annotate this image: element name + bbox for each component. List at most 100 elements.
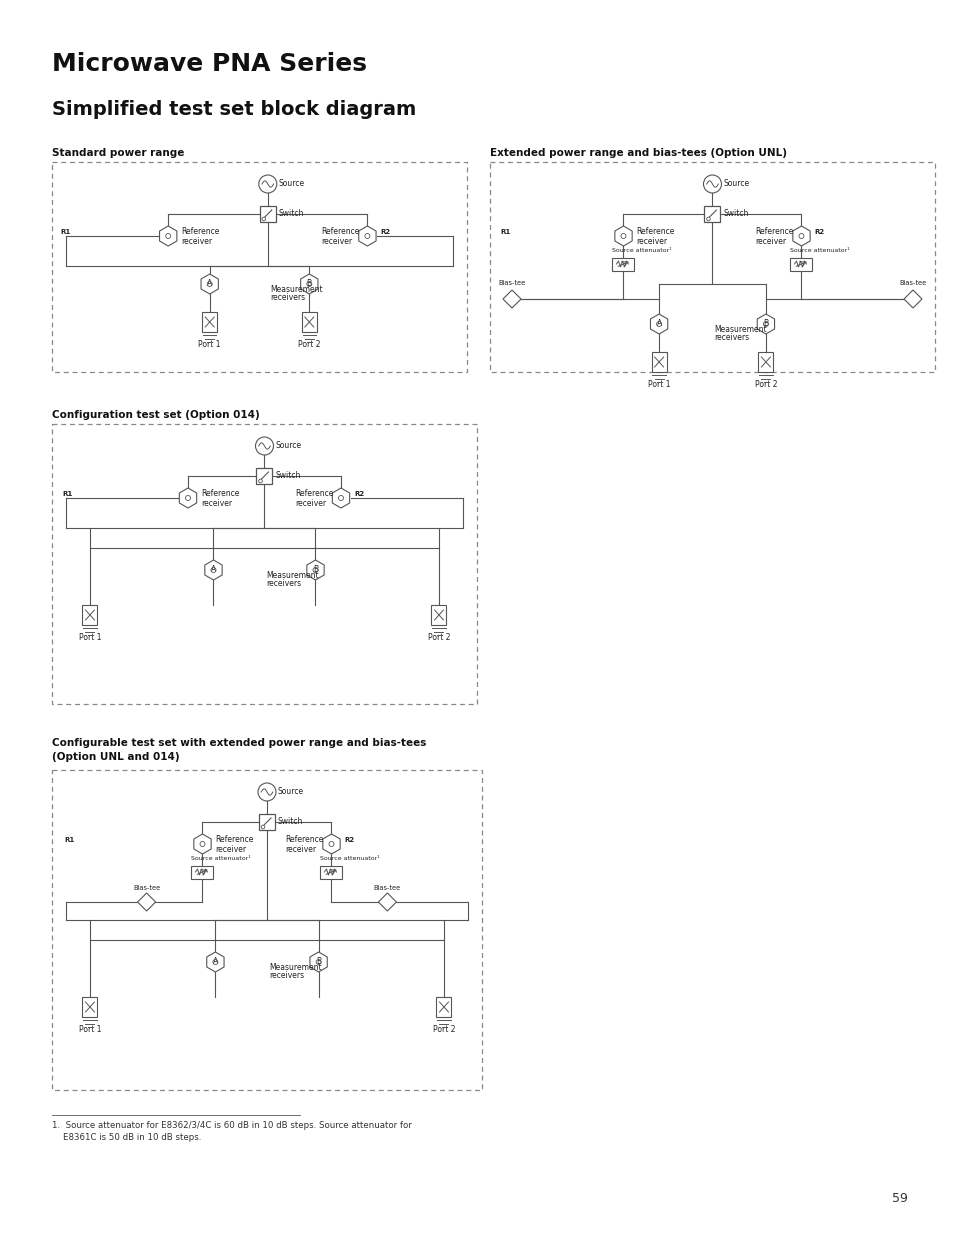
Text: Port 1: Port 1 (79, 1025, 101, 1034)
Polygon shape (300, 274, 317, 294)
Polygon shape (378, 893, 396, 911)
Polygon shape (201, 274, 218, 294)
Text: Switch: Switch (275, 472, 300, 480)
Text: Port 2: Port 2 (754, 380, 777, 389)
Polygon shape (332, 488, 350, 508)
Text: Reference: Reference (321, 227, 359, 236)
Bar (758, 352, 773, 372)
Polygon shape (757, 314, 774, 333)
Text: Measurement: Measurement (269, 962, 321, 972)
Polygon shape (614, 226, 632, 246)
Text: Extended power range and bias-tees (Option UNL): Extended power range and bias-tees (Opti… (490, 148, 786, 158)
Text: Switch: Switch (722, 210, 748, 219)
Circle shape (258, 479, 262, 483)
Text: R2: R2 (814, 228, 823, 235)
Polygon shape (137, 893, 155, 911)
Circle shape (706, 217, 710, 221)
Polygon shape (307, 559, 324, 580)
Text: Source attenuator¹: Source attenuator¹ (192, 857, 251, 862)
Text: Port 1: Port 1 (198, 340, 221, 350)
Bar (258, 814, 274, 830)
Bar (612, 258, 634, 270)
Text: receiver: receiver (636, 236, 667, 246)
Text: Port 1: Port 1 (79, 634, 101, 642)
Polygon shape (179, 488, 196, 508)
Text: Port 2: Port 2 (433, 1025, 455, 1034)
Bar (490, 162, 934, 372)
Bar (82, 997, 97, 1016)
Text: Bias-tee: Bias-tee (132, 885, 160, 890)
Bar (301, 312, 316, 332)
Bar (52, 769, 481, 1091)
Text: R1: R1 (64, 837, 74, 844)
Text: Port 2: Port 2 (297, 340, 320, 350)
Text: Measurement: Measurement (266, 571, 319, 579)
Bar (259, 206, 275, 222)
Bar (192, 866, 213, 878)
Bar (651, 352, 666, 372)
Polygon shape (903, 290, 921, 308)
Text: B: B (307, 279, 312, 289)
Text: A: A (656, 320, 661, 329)
Text: Port 2: Port 2 (427, 634, 450, 642)
Bar (703, 206, 720, 222)
Text: B: B (762, 320, 768, 329)
Text: Configurable test set with extended power range and bias-tees: Configurable test set with extended powe… (52, 739, 426, 748)
Text: Reference: Reference (215, 836, 253, 845)
Polygon shape (205, 559, 222, 580)
Text: receiver: receiver (201, 499, 232, 508)
Text: Source: Source (275, 441, 301, 451)
Text: R2: R2 (354, 492, 364, 496)
Polygon shape (310, 952, 327, 972)
Text: Switch: Switch (278, 210, 304, 219)
Text: Switch: Switch (277, 818, 303, 826)
Bar (790, 258, 812, 270)
Bar (320, 866, 342, 878)
Text: receiver: receiver (294, 499, 326, 508)
Polygon shape (159, 226, 176, 246)
Text: B: B (315, 957, 321, 967)
Text: R2: R2 (380, 228, 390, 235)
Text: Microwave PNA Series: Microwave PNA Series (52, 52, 367, 77)
Text: B: B (313, 566, 317, 574)
Text: receiver: receiver (755, 236, 786, 246)
Polygon shape (358, 226, 375, 246)
Text: Reference: Reference (285, 836, 323, 845)
Text: Measurement: Measurement (714, 325, 766, 333)
Text: Standard power range: Standard power range (52, 148, 184, 158)
Text: 1.  Source attenuator for E8362/3/4C is 60 dB in 10 dB steps. Source attenuator : 1. Source attenuator for E8362/3/4C is 6… (52, 1121, 412, 1130)
Text: receiver: receiver (321, 236, 353, 246)
Bar (82, 605, 97, 625)
Bar (431, 605, 446, 625)
Circle shape (261, 825, 265, 829)
Polygon shape (322, 834, 340, 853)
Text: Simplified test set block diagram: Simplified test set block diagram (52, 100, 416, 119)
Text: Bias-tee: Bias-tee (374, 885, 400, 890)
Text: Configuration test set (Option 014): Configuration test set (Option 014) (52, 410, 259, 420)
Text: A: A (213, 957, 218, 967)
Text: Measurement: Measurement (270, 284, 322, 294)
Text: R1: R1 (62, 492, 72, 496)
Text: receiver: receiver (215, 845, 247, 853)
Bar (52, 162, 467, 372)
Text: Source attenuator¹: Source attenuator¹ (612, 248, 672, 253)
Text: receiver: receiver (181, 236, 213, 246)
Text: Bias-tee: Bias-tee (899, 280, 925, 287)
Bar (436, 997, 451, 1016)
Polygon shape (502, 290, 520, 308)
Polygon shape (207, 952, 224, 972)
Text: Source attenuator¹: Source attenuator¹ (790, 248, 849, 253)
Text: E8361C is 50 dB in 10 dB steps.: E8361C is 50 dB in 10 dB steps. (52, 1132, 201, 1142)
Bar (202, 312, 217, 332)
Text: Reference: Reference (636, 227, 674, 236)
Text: receivers: receivers (266, 579, 301, 589)
Text: Source: Source (277, 788, 304, 797)
Polygon shape (193, 834, 211, 853)
Bar (52, 424, 476, 704)
Text: 59: 59 (891, 1192, 907, 1205)
Text: receivers: receivers (269, 972, 304, 981)
Text: Reference: Reference (755, 227, 793, 236)
Text: R1: R1 (499, 228, 510, 235)
Text: A: A (207, 279, 213, 289)
Text: R1: R1 (60, 228, 71, 235)
